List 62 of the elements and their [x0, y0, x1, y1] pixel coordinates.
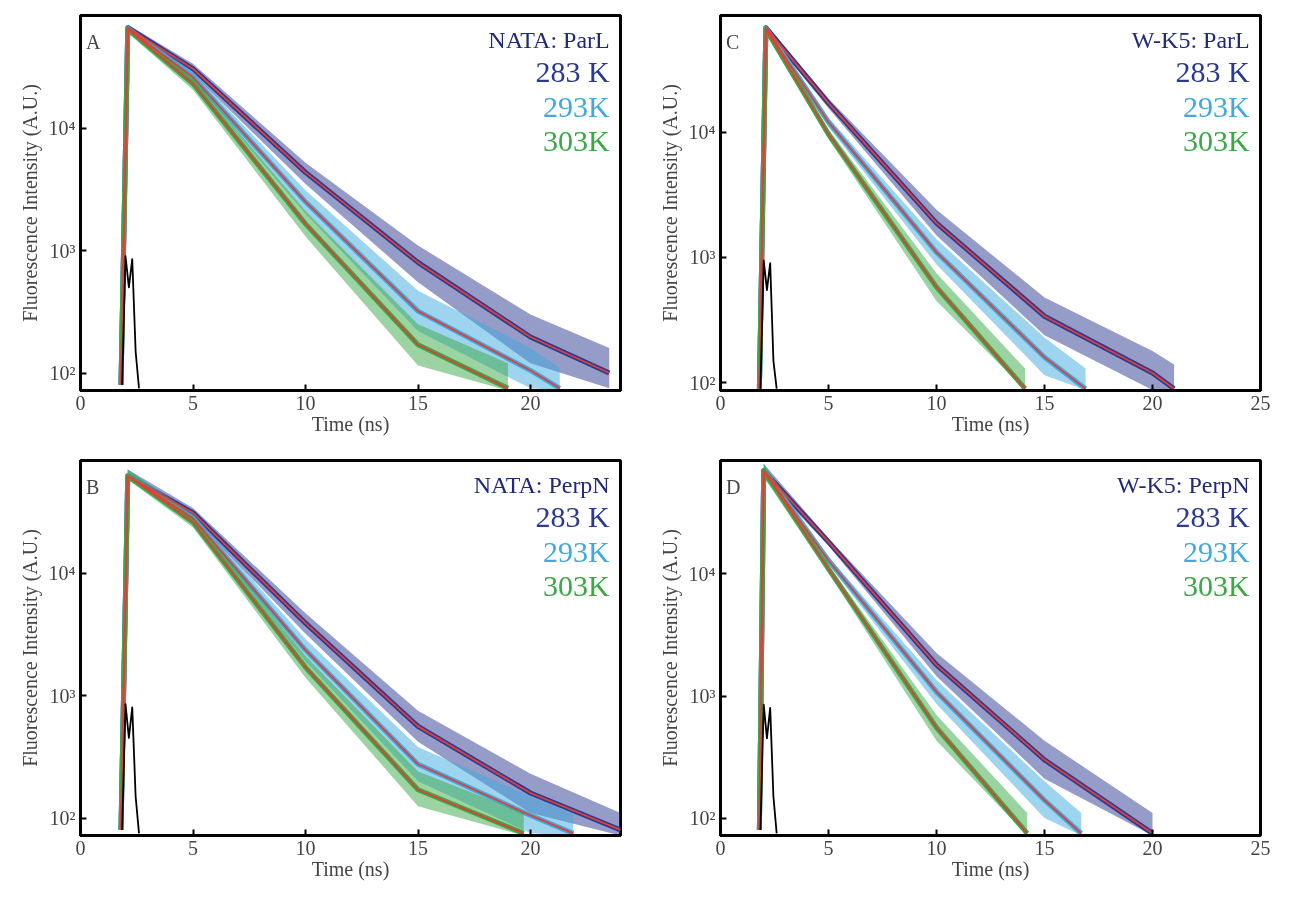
y-axis-title: Fluorescence Intensity (A.U.)	[658, 84, 682, 322]
x-tick-label: 5	[823, 391, 834, 414]
x-tick-label: 10	[926, 836, 947, 859]
x-tick-label: 5	[188, 391, 198, 414]
x-tick-label: 15	[1034, 391, 1055, 414]
x-tick-label: 10	[926, 391, 947, 414]
x-tick-label: 0	[715, 836, 726, 859]
y-tick-label: 10²	[49, 807, 76, 830]
x-tick-label: 20	[1142, 391, 1163, 414]
annotation: C	[725, 30, 740, 53]
text: NATA: PerpN	[473, 471, 610, 498]
y-tick-label: 10⁴	[48, 117, 76, 140]
text: 293K	[543, 534, 611, 568]
annotation: B	[85, 475, 100, 498]
y-tick-label: 10²	[49, 362, 76, 385]
x-tick-label: 10	[295, 836, 316, 859]
text: 293K	[1183, 89, 1251, 123]
x-axis-title: Time (ns)	[311, 857, 390, 881]
annotation: D	[725, 475, 741, 498]
text: W-K5: PerpN	[1117, 471, 1250, 498]
x-axis-title: Time (ns)	[951, 412, 1030, 436]
x-tick-label: 0	[75, 836, 86, 859]
x-axis-title: Time (ns)	[951, 857, 1030, 881]
text: 283 K	[1175, 55, 1251, 89]
text: 283 K	[535, 55, 611, 89]
text: 283 K	[535, 500, 611, 534]
y-axis-title: Fluorescence Intensity (A.U.)	[658, 529, 682, 767]
y-axis-title: Fluorescence Intensity (A.U.)	[18, 84, 42, 322]
y-tick-label: 10²	[689, 807, 716, 830]
text: 303K	[543, 124, 611, 158]
y-tick-label: 10³	[689, 685, 716, 708]
x-tick-label: 20	[520, 836, 541, 859]
x-tick-label: 20	[1142, 836, 1163, 859]
y-tick-label: 10²	[689, 371, 716, 394]
text: 293K	[1183, 534, 1251, 568]
text: 293K	[543, 89, 611, 123]
y-tick-label: 10⁴	[688, 562, 716, 585]
text: 283 K	[1175, 500, 1251, 534]
x-tick-label: 15	[408, 391, 428, 414]
y-tick-label: 10³	[49, 684, 76, 707]
y-tick-label: 10⁴	[48, 562, 76, 585]
text: NATA: ParL	[488, 26, 610, 53]
chart-title: W-K5: ParL	[1131, 26, 1250, 53]
annotation: A	[85, 30, 101, 53]
y-tick-label: 10³	[689, 246, 716, 269]
text: 303K	[543, 569, 611, 603]
x-tick-label: 15	[408, 836, 428, 859]
x-tick-label: 20	[520, 391, 541, 414]
y-tick-label: 10⁴	[688, 121, 716, 144]
x-tick-label: 10	[295, 391, 316, 414]
x-tick-label: 0	[715, 391, 726, 414]
x-tick-label: 0	[75, 391, 86, 414]
x-axis-title: Time (ns)	[311, 412, 390, 436]
x-tick-label: 15	[1034, 836, 1055, 859]
x-tick-label: 25	[1250, 391, 1271, 414]
y-axis-title: Fluorescence Intensity (A.U.)	[18, 529, 42, 767]
text: 303K	[1183, 569, 1251, 603]
x-tick-label: 5	[188, 836, 198, 859]
x-tick-label: 25	[1250, 836, 1271, 859]
text: 303K	[1183, 124, 1251, 158]
y-tick-label: 10³	[49, 239, 76, 262]
x-tick-label: 5	[823, 836, 834, 859]
